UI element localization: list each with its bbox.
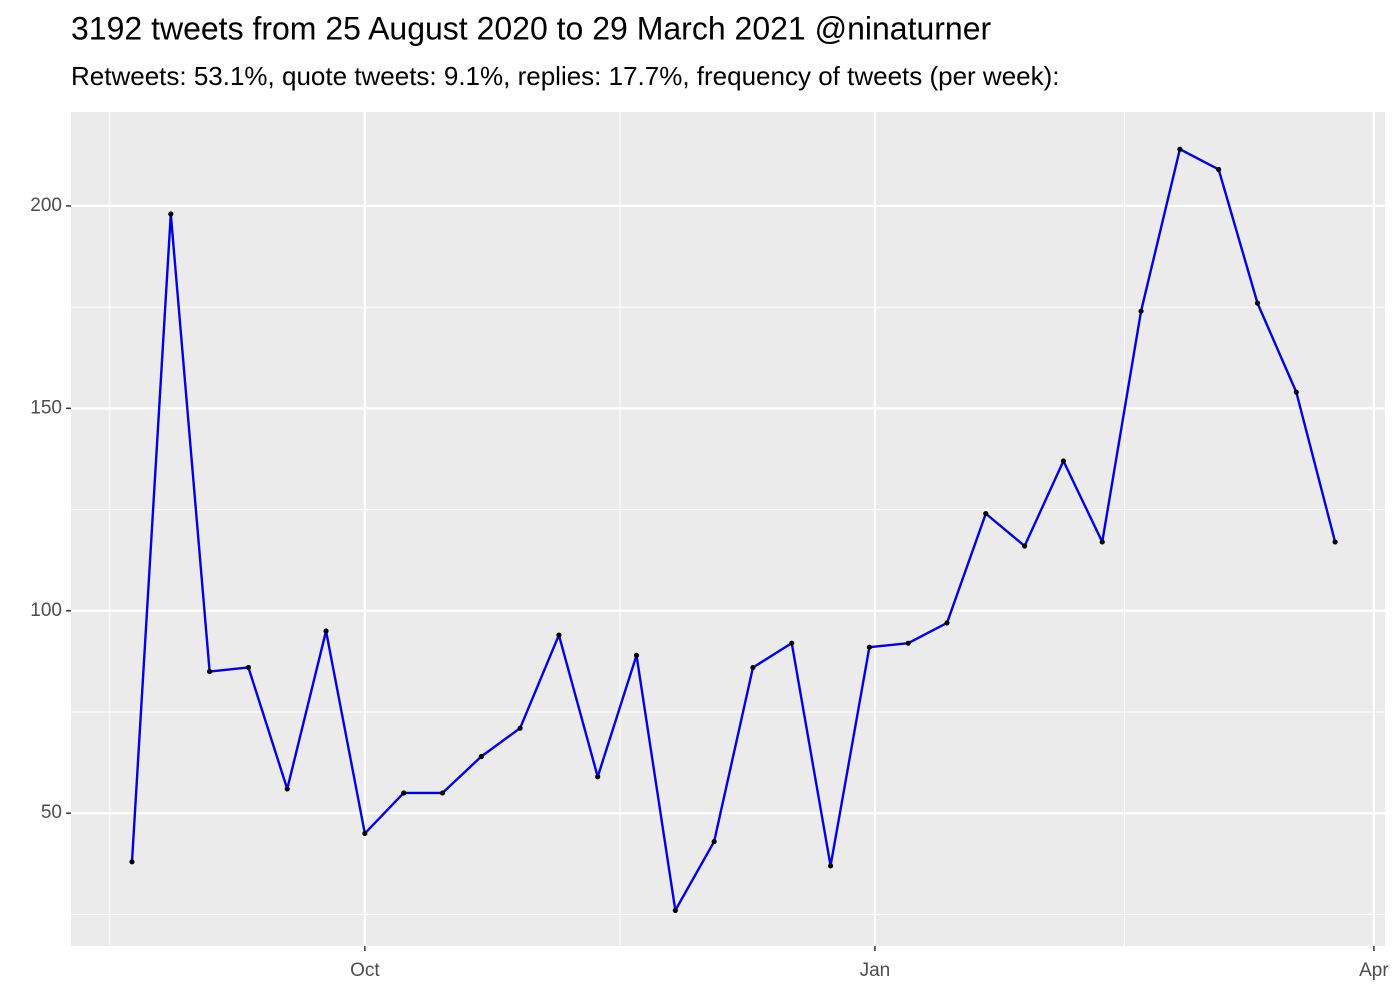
point bbox=[1060, 458, 1067, 464]
point bbox=[1138, 308, 1144, 314]
point bbox=[827, 863, 834, 869]
y-tick-label: 50 bbox=[41, 802, 62, 823]
x-tick-label: Oct bbox=[350, 960, 380, 981]
point bbox=[207, 668, 213, 675]
point bbox=[284, 786, 290, 792]
chart-title: 3192 tweets from 25 August 2020 to 29 Ma… bbox=[71, 10, 992, 46]
y-tick-label: 200 bbox=[30, 195, 62, 216]
point bbox=[556, 632, 562, 638]
point bbox=[944, 620, 950, 626]
point bbox=[168, 211, 174, 217]
point bbox=[983, 511, 989, 517]
point bbox=[245, 664, 252, 671]
point bbox=[1254, 300, 1261, 306]
point bbox=[1022, 543, 1028, 549]
point bbox=[129, 859, 135, 865]
point bbox=[633, 652, 640, 658]
point bbox=[595, 774, 601, 780]
point bbox=[362, 830, 368, 837]
chart-subtitle: Retweets: 53.1%, quote tweets: 9.1%, rep… bbox=[71, 61, 1060, 91]
point bbox=[789, 640, 795, 646]
y-tick-label: 150 bbox=[30, 397, 62, 418]
point bbox=[1293, 389, 1299, 395]
line bbox=[130, 148, 1337, 912]
y-tick-label: 100 bbox=[30, 600, 62, 621]
point bbox=[750, 664, 756, 671]
point bbox=[439, 790, 446, 796]
point bbox=[323, 628, 329, 634]
point bbox=[672, 907, 678, 913]
point bbox=[1332, 539, 1338, 545]
point bbox=[1216, 166, 1222, 173]
point bbox=[866, 644, 872, 650]
point bbox=[1099, 539, 1105, 545]
point bbox=[905, 640, 911, 646]
x-tick-label: Jan bbox=[860, 960, 891, 981]
point bbox=[517, 725, 523, 731]
point bbox=[1177, 146, 1183, 152]
x-tick-label: Apr bbox=[1359, 960, 1389, 981]
point bbox=[711, 838, 717, 845]
point bbox=[478, 753, 484, 760]
point bbox=[401, 790, 407, 796]
panel bbox=[71, 112, 1385, 946]
